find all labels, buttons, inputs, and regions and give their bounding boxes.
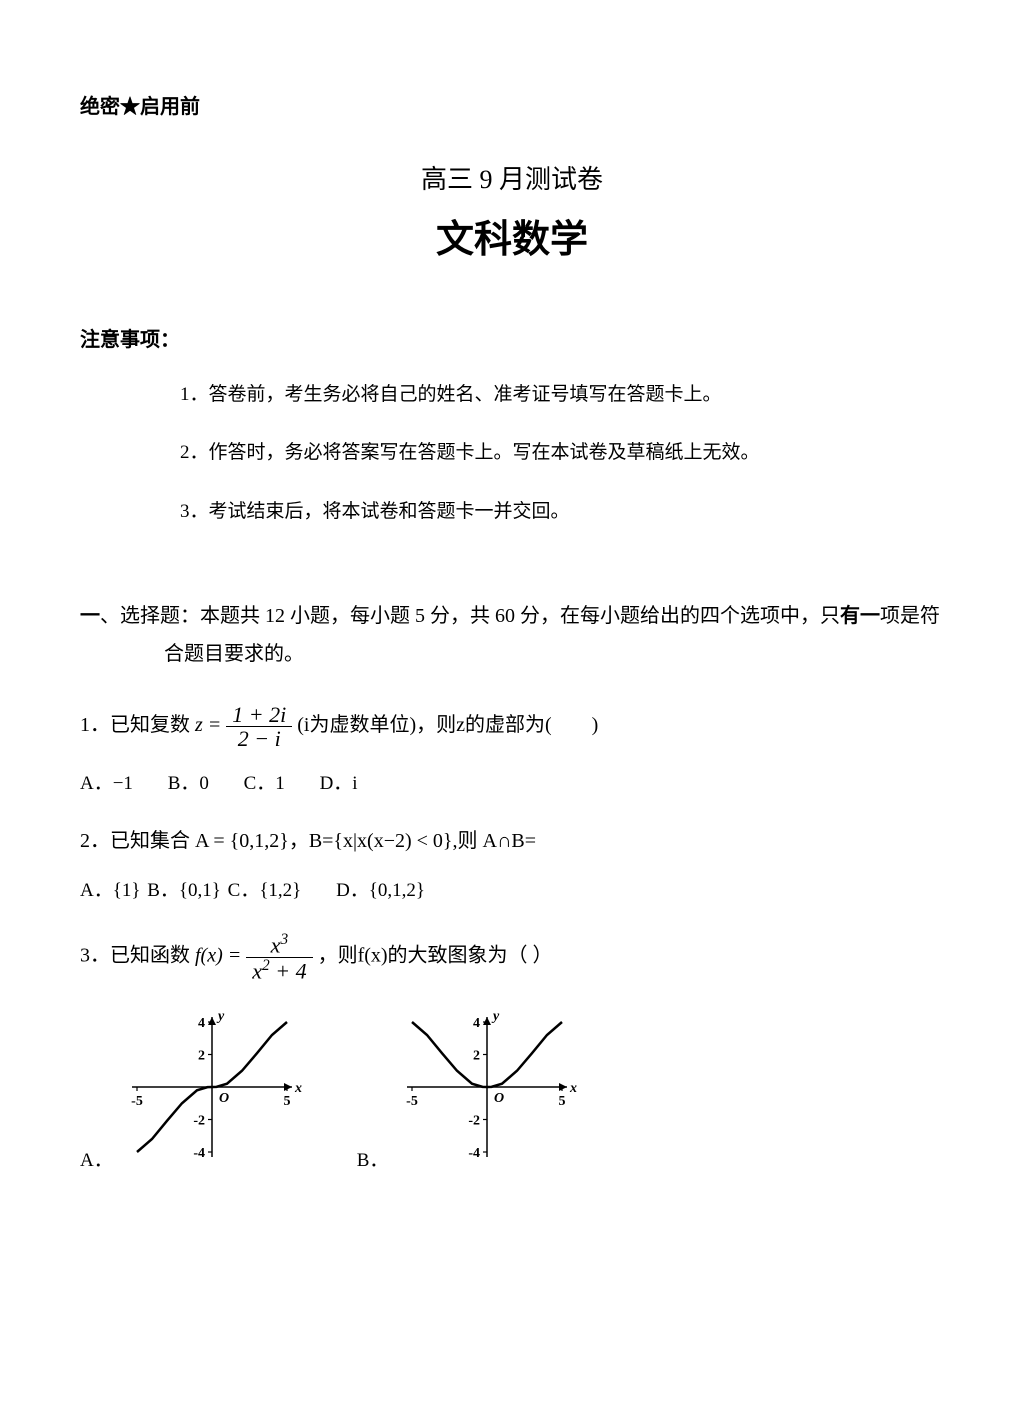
- q2-opt-d: D．{0,1,2}: [336, 880, 425, 901]
- svg-text:5: 5: [559, 1094, 566, 1109]
- q1-mid: (i为虚数单位)，则z的虚部为( ): [297, 714, 598, 736]
- q3-opt-a-label: A．: [80, 1145, 113, 1172]
- section-prefix: 一: [80, 605, 100, 627]
- main-title: 文科数学: [80, 208, 944, 263]
- q3-var: f(x) =: [195, 945, 246, 967]
- q3-chart-b: -4 -2 2 4 -5 5 Ox y: [392, 1002, 582, 1172]
- q3-chart-b-block: B． -4 -2 2 4 -5 5 Ox y: [357, 1002, 583, 1172]
- notice-heading: 注意事项：: [80, 323, 944, 352]
- notice-item-1: 1．答卷前，考生务必将自己的姓名、准考证号填写在答题卡上。: [180, 380, 944, 410]
- q1-pre: 1．已知复数: [80, 714, 190, 736]
- svg-text:-5: -5: [131, 1094, 143, 1109]
- svg-text:x: x: [294, 1081, 302, 1096]
- svg-text:O: O: [219, 1091, 229, 1106]
- q1-opt-d: D．i: [320, 773, 358, 794]
- q2-opt-c: C．{1,2}: [228, 880, 302, 901]
- svg-text:-4: -4: [193, 1146, 205, 1161]
- q1-fraction: 1 + 2i 2 − i: [226, 703, 292, 750]
- q1-frac-num: 1 + 2i: [226, 703, 292, 727]
- section-heading: 一、选择题：本题共 12 小题，每小题 5 分，共 60 分，在每小题给出的四个…: [80, 597, 944, 673]
- svg-text:y: y: [491, 1009, 500, 1024]
- subtitle: 高三 9 月测试卷: [80, 159, 944, 196]
- q3-post: ，则f(x)的大致图象为（ ）: [318, 945, 553, 967]
- q3-chart-a-block: A． -4 -2 2 4 -5 5 Ox y: [80, 1002, 307, 1172]
- svg-text:-4: -4: [469, 1146, 481, 1161]
- svg-text:4: 4: [198, 1016, 205, 1031]
- secret-header: 绝密★启用前: [80, 90, 944, 119]
- q2-options: A．{1} B．{0,1} C．{1,2} D．{0,1,2}: [80, 875, 944, 902]
- svg-text:2: 2: [198, 1049, 205, 1064]
- section-tail-bold: 有一: [840, 605, 880, 627]
- q3-fraction: x3 x2 + 4: [246, 932, 312, 982]
- svg-text:4: 4: [473, 1016, 480, 1031]
- question-2: 2．已知集合 A = {0,1,2}，B={x|x(x−2) < 0},则 A∩…: [80, 825, 944, 857]
- svg-text:-2: -2: [193, 1114, 205, 1129]
- notice-item-3: 3．考试结束后，将本试卷和答题卡一并交回。: [180, 497, 944, 527]
- q3-opt-b-label: B．: [357, 1145, 389, 1172]
- exam-page: 绝密★启用前 高三 9 月测试卷 文科数学 注意事项： 1．答卷前，考生务必将自…: [0, 0, 1024, 1212]
- question-1: 1．已知复数 z = 1 + 2i 2 − i (i为虚数单位)，则z的虚部为(…: [80, 703, 944, 750]
- q1-opt-a: A．−1: [80, 773, 133, 794]
- svg-text:y: y: [216, 1009, 225, 1024]
- notice-item-2: 2．作答时，务必将答案写在答题卡上。写在本试卷及草稿纸上无效。: [180, 438, 944, 468]
- q2-opt-b: B．{0,1}: [147, 880, 221, 901]
- q3-frac-den: x2 + 4: [246, 958, 312, 982]
- svg-text:2: 2: [473, 1049, 480, 1064]
- q3-frac-num: x3: [246, 932, 312, 957]
- q1-frac-den: 2 − i: [226, 727, 292, 750]
- svg-text:5: 5: [283, 1094, 290, 1109]
- q1-options: A．−1 B．0 C．1 D．i: [80, 768, 944, 795]
- svg-text:-5: -5: [407, 1094, 419, 1109]
- q2-opt-a: A．{1}: [80, 880, 140, 901]
- q1-opt-c: C．1: [244, 773, 285, 794]
- q3-charts: A． -4 -2 2 4 -5 5 Ox y B． -4 -2 2 4 -5 5 Ox y: [80, 1002, 944, 1172]
- q1-opt-b: B．0: [168, 773, 209, 794]
- section-title: 、选择题：本题共 12 小题，每小题 5 分，共 60 分，在每小题给出的四个选…: [100, 605, 840, 627]
- q1-var: z =: [195, 714, 226, 736]
- svg-text:x: x: [569, 1081, 577, 1096]
- svg-text:-2: -2: [469, 1114, 481, 1129]
- q3-chart-a: -4 -2 2 4 -5 5 Ox y: [117, 1002, 307, 1172]
- svg-text:O: O: [494, 1091, 504, 1106]
- question-3: 3．已知函数 f(x) = x3 x2 + 4 ，则f(x)的大致图象为（ ）: [80, 932, 944, 982]
- q3-pre: 3．已知函数: [80, 945, 190, 967]
